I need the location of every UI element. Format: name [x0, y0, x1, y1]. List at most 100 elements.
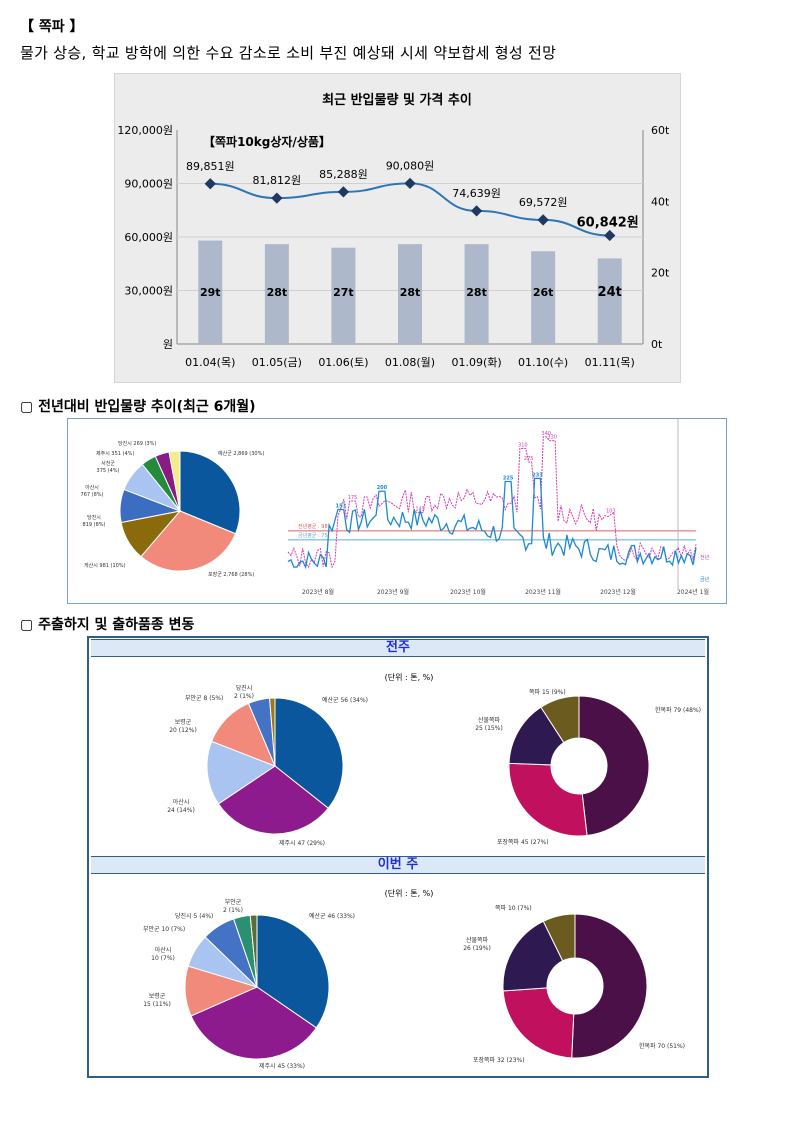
curr-variety-donut-slice — [571, 913, 648, 1059]
prev-variety-donut-slice — [540, 695, 580, 744]
left-tick-label: 60,000원 — [124, 231, 173, 244]
prev-origin-pie-slice — [206, 740, 277, 805]
price-label: 85,288원 — [319, 168, 368, 181]
left-tick-label: 120,000원 — [117, 124, 173, 137]
pie-label: 보령군 — [149, 992, 166, 1000]
x-tick-label: 2023년 10월 — [450, 588, 486, 596]
pie-label: 아산시 — [85, 484, 99, 491]
pie-label: 아산시 — [173, 798, 190, 806]
pie-label: 예산군 56 (34%) — [322, 696, 368, 704]
volume-label: 24t — [598, 285, 622, 300]
price-point — [604, 229, 616, 242]
curr-origin-pie-slice — [190, 986, 318, 1060]
peak-label-curr: 233 — [532, 472, 543, 478]
chart-title: 최근 반입물량 및 가격 추이 — [322, 92, 472, 108]
unit-label: (단위 : 톤, %) — [385, 888, 434, 898]
prev-origin-pie-slice — [269, 697, 276, 767]
price-label: 81,812원 — [253, 174, 302, 187]
price-label: 90,080원 — [386, 159, 435, 172]
pie-label: 포장군 2,768 (28%) — [208, 571, 254, 578]
pie-label: 24 (14%) — [167, 807, 195, 814]
price-line — [210, 182, 610, 237]
band-prev-week: 전주 — [91, 639, 705, 657]
yoy-charts: 예산군 2,869 (30%) 포장군 2,768 (28%) 게산시 981 (1… — [81, 419, 710, 596]
volume-label: 26t — [533, 286, 554, 299]
yoy-pie-slice — [168, 450, 181, 512]
x-tick-label: 2023년 11월 — [525, 588, 561, 596]
left-tick-label: 원 — [163, 338, 173, 351]
volume-bar — [597, 258, 622, 344]
price-volume-chart: 최근 반입물량 및 가격 추이 120,000원 90,000원 60,000원 30,… — [117, 92, 670, 369]
x-tick-label: 01.04(목) — [185, 356, 235, 369]
x-tick-label: 2023년 8월 — [302, 588, 334, 596]
price-point — [204, 178, 216, 190]
volume-bar — [398, 244, 422, 344]
pie-label: 20 (12%) — [169, 727, 197, 734]
volume-label: 28t — [466, 286, 487, 299]
prev-origin-pie-slice — [217, 765, 329, 835]
prev-variety-donut-slice — [578, 695, 650, 837]
peak-label-curr: 153 — [336, 504, 347, 510]
x-tick-label: 01.08(월) — [385, 356, 435, 369]
origin-charts: (단위 : 톤, %) (단위 : 톤, %) 예산군 56 (34%) 제주시 47… — [143, 672, 701, 1070]
pie-label: 제주시 45 (33%) — [259, 1062, 305, 1070]
pie-label: 쪽파 10 (7%) — [495, 904, 532, 912]
pie-label: 예산군 2,869 (30%) — [218, 450, 264, 457]
pie-label: 당진시 5 (4%) — [175, 912, 213, 920]
left-tick-label: 90,000원 — [124, 178, 173, 191]
section-title: 【 쪽파 】 — [20, 19, 84, 35]
pie-label: 2 (1%) — [223, 907, 243, 914]
price-volume-chart-panel: 최근 반입물량 및 가격 추이 120,000원 90,000원 60,000원 30,… — [114, 73, 681, 383]
volume-label: 28t — [267, 286, 288, 299]
yoy-pie-slice — [140, 510, 237, 572]
unit-label: (단위 : 톤, %) — [385, 672, 434, 682]
peak-label-prev: 275 — [524, 456, 534, 462]
curr-variety-donut-slice — [502, 987, 575, 1059]
price-label: 89,851원 — [186, 160, 235, 173]
prev-origin-pie-slice — [274, 697, 344, 809]
volume-bar — [464, 244, 489, 344]
section-yoy-title: ▢ 전년대비 반입물량 추이(최근 6개월) — [20, 399, 256, 415]
reference-label: 금년평균 : 75 — [298, 532, 328, 539]
peak-label-prev: 340 — [542, 431, 552, 437]
chart-annotation: 【쪽파10kg상자/상품】 — [203, 134, 331, 149]
section-origin-title: ▢ 주출하지 및 출하품종 변동 — [20, 617, 195, 633]
pie-label: 10 (7%) — [151, 955, 175, 962]
pie-label: 부안군 10 (7%) — [143, 925, 185, 933]
price-point — [337, 186, 350, 198]
pie-label: 보령군 — [175, 718, 192, 726]
right-tick-label: 40t — [651, 195, 670, 208]
curr-origin-pie-slice — [256, 914, 330, 1029]
pie-label: 당진시 — [87, 514, 101, 521]
pie-label: 제주시 47 (29%) — [279, 839, 325, 847]
curr-origin-pie-slice — [249, 914, 258, 988]
pie-label: 아산시 — [155, 946, 172, 954]
band-this-week: 이번 주 — [91, 856, 705, 874]
right-tick-label: 0t — [651, 338, 663, 351]
volume-bar — [198, 240, 223, 344]
pie-label: 예산군 46 (33%) — [309, 912, 355, 920]
curr-variety-donut-slice — [502, 920, 564, 992]
curr-variety-donut-slice — [542, 913, 576, 962]
peak-label-prev: 145 — [415, 507, 425, 513]
pie-label: 767 (8%) — [81, 492, 104, 498]
peak-label-prev: 103 — [606, 509, 616, 515]
pie-label: 한목파 79 (48%) — [655, 706, 701, 714]
end-label: 금년 — [700, 576, 710, 583]
volume-bar — [331, 247, 356, 344]
reference-label: 전년평균 : 98 — [298, 523, 328, 530]
peak-label-curr: 225 — [503, 476, 514, 482]
volume-label: 27t — [333, 286, 354, 299]
yoy-chart-box: 예산군 2,869 (30%) 포장군 2,768 (28%) 게산시 981 (1… — [67, 418, 727, 604]
volume-bar — [264, 244, 289, 344]
pie-label: 15 (11%) — [143, 1001, 171, 1008]
peak-label-prev: 175 — [348, 495, 358, 501]
pie-label: 당진시 — [236, 684, 253, 692]
pie-label: 산물쪽파 — [478, 716, 501, 724]
price-point — [271, 192, 283, 204]
origin-chart-box: 전주 이번 주 (단위 : 톤, %) (단위 : 톤, %) 예산군 56 (34… — [87, 636, 709, 1078]
pie-label: 한목파 70 (51%) — [639, 1042, 685, 1050]
pie-label: 819 (8%) — [83, 522, 106, 528]
prev-variety-donut-slice — [508, 762, 588, 837]
pie-label: 쪽파 15 (9%) — [529, 688, 566, 696]
